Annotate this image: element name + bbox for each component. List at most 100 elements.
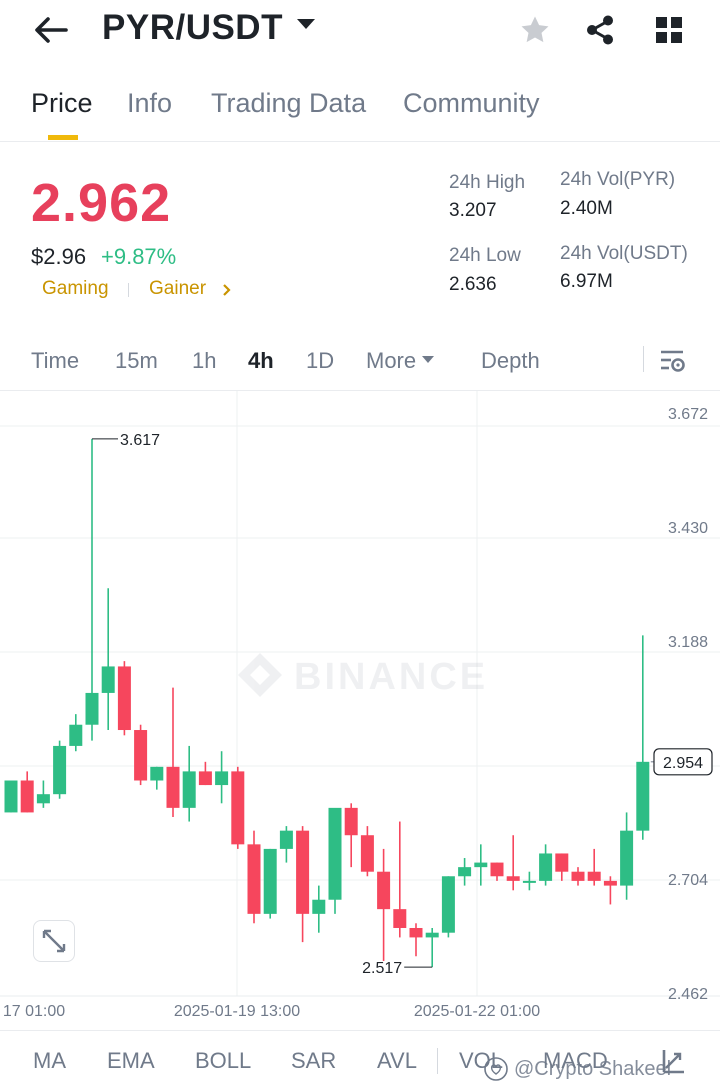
back-arrow-icon[interactable] (34, 16, 68, 44)
candle-body (409, 927, 423, 938)
indicator-vol[interactable]: VOL (459, 1048, 504, 1073)
candle-body (620, 830, 634, 886)
candle-body (198, 771, 212, 786)
candle-body (425, 932, 439, 938)
candle-body (279, 830, 293, 849)
candle-body (166, 766, 180, 808)
candle-body (312, 899, 326, 914)
interval-4h[interactable]: 4h (248, 348, 274, 373)
interval-1d[interactable]: 1D (306, 348, 335, 373)
candle-body (636, 761, 650, 831)
interval-depth[interactable]: Depth (481, 348, 540, 373)
candle-body (247, 844, 261, 914)
candle-body (36, 794, 50, 804)
candlestick-chart[interactable]: BINANCE 3.672 3.430 3.188 2.704 2.462 17 01:00… (0, 391, 720, 1031)
tag-gainer[interactable]: Gainer (149, 278, 207, 299)
candle-body (20, 780, 34, 813)
interval-1h[interactable]: 1h (192, 348, 217, 373)
candle-body (377, 871, 391, 910)
interval-15m[interactable]: 15m (115, 348, 158, 373)
indicator-macd[interactable]: MACD (543, 1048, 608, 1073)
candle-body (539, 853, 553, 881)
candle-body (571, 871, 585, 881)
chevron-down-icon (422, 355, 435, 363)
binance-logo-icon (238, 653, 282, 697)
candle-body (117, 666, 131, 731)
interval-time[interactable]: Time (31, 348, 80, 373)
y-tick-label: 3.188 (668, 634, 708, 651)
creator-watermark: @Crypto Shakeel (514, 1057, 672, 1080)
divider (0, 390, 720, 391)
tab-trading-data[interactable]: Trading Data (211, 88, 367, 118)
chevron-right-icon[interactable] (222, 283, 232, 297)
vol-quote-label: 24h Vol(USDT) (560, 243, 688, 264)
divider (643, 346, 644, 372)
watermark-overlay: @Crypto Shakeel (484, 1057, 671, 1081)
indicator-avl[interactable]: AVL (377, 1048, 417, 1073)
candle-body (328, 807, 342, 900)
candle-body (53, 745, 67, 795)
candle-body (182, 771, 196, 808)
high-value: 3.207 (449, 200, 497, 221)
indicator-boll[interactable]: BOLL (195, 1048, 252, 1073)
low-label: 24h Low (449, 245, 521, 266)
divider (0, 141, 720, 142)
interval-more[interactable]: More (366, 348, 435, 374)
usd-price: $2.96 (31, 244, 87, 269)
vol-quote-value: 6.97M (560, 271, 613, 292)
expand-icon (42, 929, 66, 953)
binance-watermark: BINANCE (238, 653, 485, 698)
current-price-badge (653, 748, 713, 776)
divider (0, 1030, 720, 1031)
candle-body (474, 862, 488, 868)
candle-body (506, 876, 520, 881)
divider (437, 1048, 438, 1074)
indicator-ema[interactable]: EMA (107, 1048, 155, 1073)
grid-icon[interactable] (655, 16, 683, 44)
chevron-down-icon (296, 18, 315, 29)
active-tab-indicator (48, 135, 78, 140)
indicator-sar[interactable]: SAR (291, 1048, 337, 1073)
candle-body (490, 862, 504, 877)
candle-body (150, 766, 164, 781)
candle-body (441, 876, 455, 933)
high-label: 24h High (449, 172, 526, 193)
vol-base-label: 24h Vol(PYR) (560, 169, 676, 190)
candle-body (360, 835, 374, 872)
candle-body (587, 871, 601, 881)
candle-body (134, 730, 148, 781)
chart-settings-icon[interactable] (659, 348, 687, 374)
draw-tool-icon[interactable] (660, 1048, 686, 1074)
y-tick-label: 2.704 (668, 872, 708, 889)
candle-body (344, 807, 358, 836)
star-icon[interactable] (518, 13, 552, 47)
share-icon[interactable] (583, 13, 617, 47)
x-tick-label: 2025-01-22 01:00 (414, 1003, 540, 1020)
y-tick-label: 3.430 (668, 520, 708, 537)
min-price-label: 2.517 (362, 960, 402, 977)
interval-more-label: More (366, 348, 417, 373)
candle-body (522, 880, 536, 883)
current-price-label: 2.954 (663, 755, 703, 772)
candle-body (101, 666, 115, 693)
y-tick-label: 2.462 (668, 986, 708, 1003)
candle-body (215, 771, 229, 786)
candle-body (603, 880, 617, 886)
candle-body (4, 780, 18, 813)
candle-body (85, 692, 99, 725)
tab-info[interactable]: Info (127, 88, 173, 118)
pair-selector[interactable]: PYR/USDT (102, 8, 315, 48)
x-tick-label: 17 01:00 (3, 1003, 65, 1020)
max-price-label: 3.617 (120, 432, 160, 449)
candle-body (69, 724, 83, 746)
x-tick-label: 2025-01-19 13:00 (174, 1003, 300, 1020)
candle-body (263, 848, 277, 914)
tab-price[interactable]: Price (31, 88, 93, 118)
indicator-ma[interactable]: MA (33, 1048, 66, 1073)
last-price: 2.962 (31, 173, 172, 233)
fullscreen-button[interactable] (33, 920, 75, 962)
tag-gaming[interactable]: Gaming (42, 278, 109, 299)
price-change: +9.87% (101, 244, 177, 269)
y-tick-label: 3.672 (668, 406, 708, 423)
tab-community[interactable]: Community (403, 88, 540, 118)
